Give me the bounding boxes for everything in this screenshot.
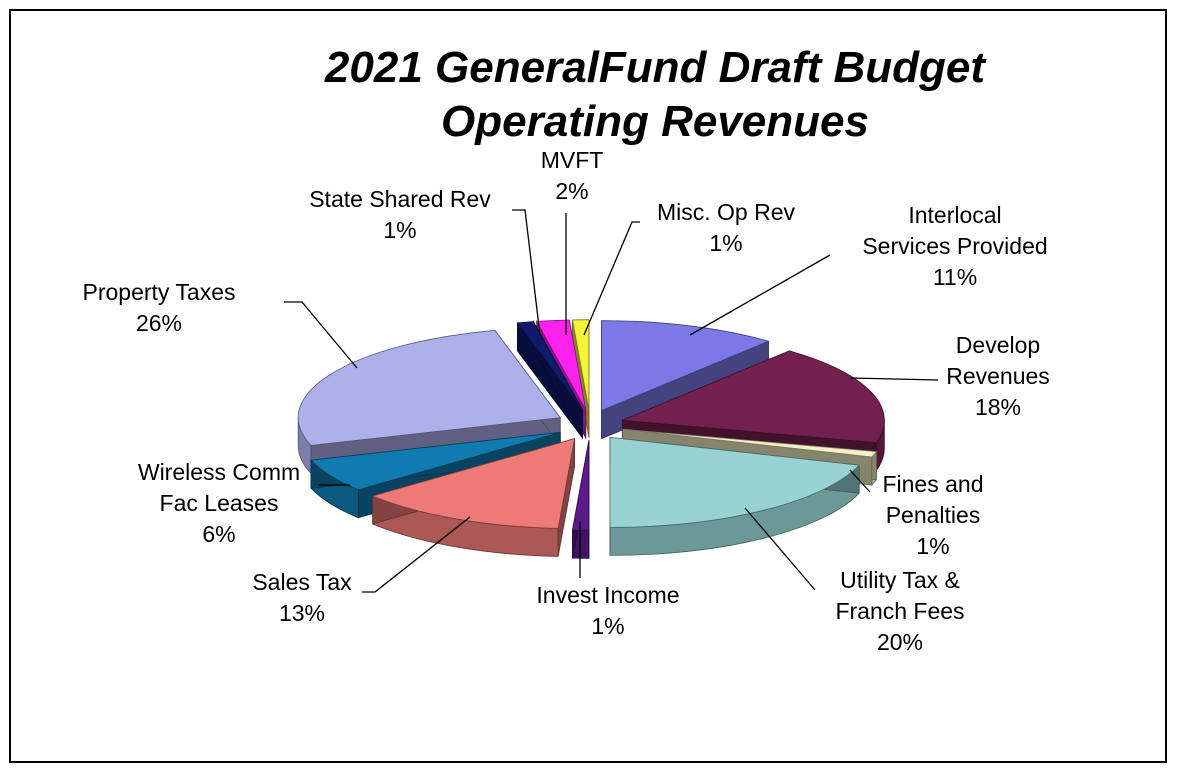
pie-slice-top [371, 438, 576, 529]
slice-percent-label: 1% [709, 230, 742, 256]
slice-name-label: Wireless Comm [138, 459, 300, 485]
slice-name-label: Utility Tax & [840, 567, 960, 593]
pie-slices [297, 319, 885, 559]
slice-name-label: Fines and [882, 471, 983, 497]
chart-title-line-2: Operating Revenues [441, 97, 869, 146]
pie-slice-invest-income [572, 440, 590, 559]
pie-slice-utility-tax-franch-fees [609, 436, 861, 556]
slice-name-label: State Shared Rev [309, 186, 491, 212]
slice-name-label: Misc. Op Rev [657, 199, 796, 225]
slice-name-label: Property Taxes [83, 279, 236, 305]
slice-percent-label: 1% [383, 217, 416, 243]
slice-labels: Interlocal Services Provided 11% Develop Rev… [83, 147, 1050, 655]
slice-percent-label: 20% [877, 629, 923, 655]
slice-name-label: MVFT [541, 147, 604, 173]
pie-slice-sales-tax [371, 438, 576, 557]
slice-percent-label: 1% [916, 533, 949, 559]
pie-slice-top [310, 431, 561, 491]
leader-lines [284, 209, 939, 593]
slice-name-label: Interlocal [908, 202, 1001, 228]
slice-name-label: Sales Tax [252, 569, 352, 595]
pie-slice-top [535, 319, 587, 411]
pie-slice-state-shared-rev [516, 320, 583, 440]
slice-percent-label: 1% [591, 613, 624, 639]
pie-slice-top [601, 320, 770, 412]
leader-line [744, 507, 816, 591]
pie-slice-top [609, 436, 861, 528]
leader-line [362, 516, 471, 593]
pie-slice-top [622, 428, 878, 458]
leader-line [284, 301, 358, 369]
slice-name-label: Franch Fees [835, 598, 964, 624]
pie-slice-wireless-comm-fac-leases [310, 431, 561, 519]
leader-line [583, 221, 640, 336]
slice-name-label: Fac Leases [160, 490, 279, 516]
pie-slice-top [572, 440, 590, 531]
chart-title-line-1: 2021 GeneralFund Draft Budget [324, 43, 987, 92]
leader-line [689, 254, 831, 336]
slice-name-label: Services Provided [862, 233, 1047, 259]
leader-line [849, 469, 871, 493]
slice-name-label: Invest Income [536, 582, 679, 608]
pie-slice-top [622, 350, 885, 444]
slice-name-label: Revenues [946, 363, 1050, 389]
slice-percent-label: 13% [279, 600, 325, 626]
slice-percent-label: 18% [975, 394, 1021, 420]
leader-line [849, 377, 939, 381]
pie-slice-top [572, 319, 590, 410]
slice-name-label: Penalties [886, 502, 981, 528]
slice-percent-label: 2% [555, 178, 588, 204]
slice-percent-label: 26% [136, 310, 182, 336]
pie-slice-top [516, 321, 583, 411]
leader-line [512, 209, 541, 336]
slice-name-label: Develop [956, 332, 1040, 358]
pie-slice-top [297, 330, 561, 446]
slice-percent-label: 6% [202, 521, 235, 547]
slice-percent-label: 11% [933, 264, 977, 290]
